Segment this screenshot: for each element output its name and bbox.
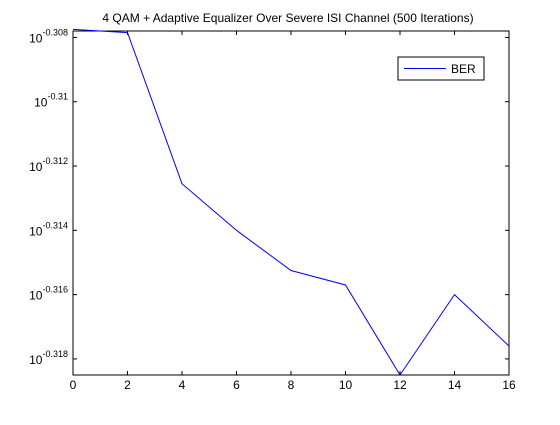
y-tick-label: 10-0.308 [29,27,68,45]
y-axis: 10-0.30810-0.3110-0.31210-0.31410-0.3161… [29,27,509,367]
x-tick-label: 10 [339,378,353,392]
x-tick-label: 6 [233,378,240,392]
legend: BER [397,56,485,81]
x-tick-label: 4 [179,378,186,392]
x-tick-label: 0 [70,378,77,392]
y-tick-label-base: 10 [29,224,43,238]
x-tick-label: 14 [448,378,462,392]
x-tick-label: 2 [124,378,131,392]
y-tick-label: 10-0.314 [29,220,68,238]
x-tick-label: 8 [288,378,295,392]
y-tick-label: 10-0.316 [29,285,68,303]
x-axis: 0 2 4 6 8 10 12 14 16 [70,31,516,392]
x-tick-label: 16 [502,378,516,392]
y-tick-label: 10-0.318 [29,349,68,367]
y-tick-label-base: 10 [29,160,43,174]
plot-area [72,30,510,376]
y-tick-label: 10-0.31 [34,92,68,110]
chart-title: 4 QAM + Adaptive Equalizer Over Severe I… [102,11,473,25]
y-tick-label-exponent: -0.308 [42,27,68,37]
y-tick-label: 10-0.312 [29,156,68,174]
y-tick-label-exponent: -0.316 [42,285,68,295]
series-line-ber [72,28,510,376]
x-tick-label: 12 [393,378,407,392]
y-tick-label-exponent: -0.318 [42,349,68,359]
y-tick-label-base: 10 [29,353,43,367]
y-tick-label-exponent: -0.31 [47,92,68,102]
y-tick-label-exponent: -0.312 [42,156,68,166]
series-layer [72,28,510,376]
y-tick-label-base: 10 [34,96,48,110]
y-tick-label-base: 10 [29,31,43,45]
y-tick-label-base: 10 [29,289,43,303]
y-tick-label-exponent: -0.314 [42,220,68,230]
legend-label: BER [451,62,476,76]
